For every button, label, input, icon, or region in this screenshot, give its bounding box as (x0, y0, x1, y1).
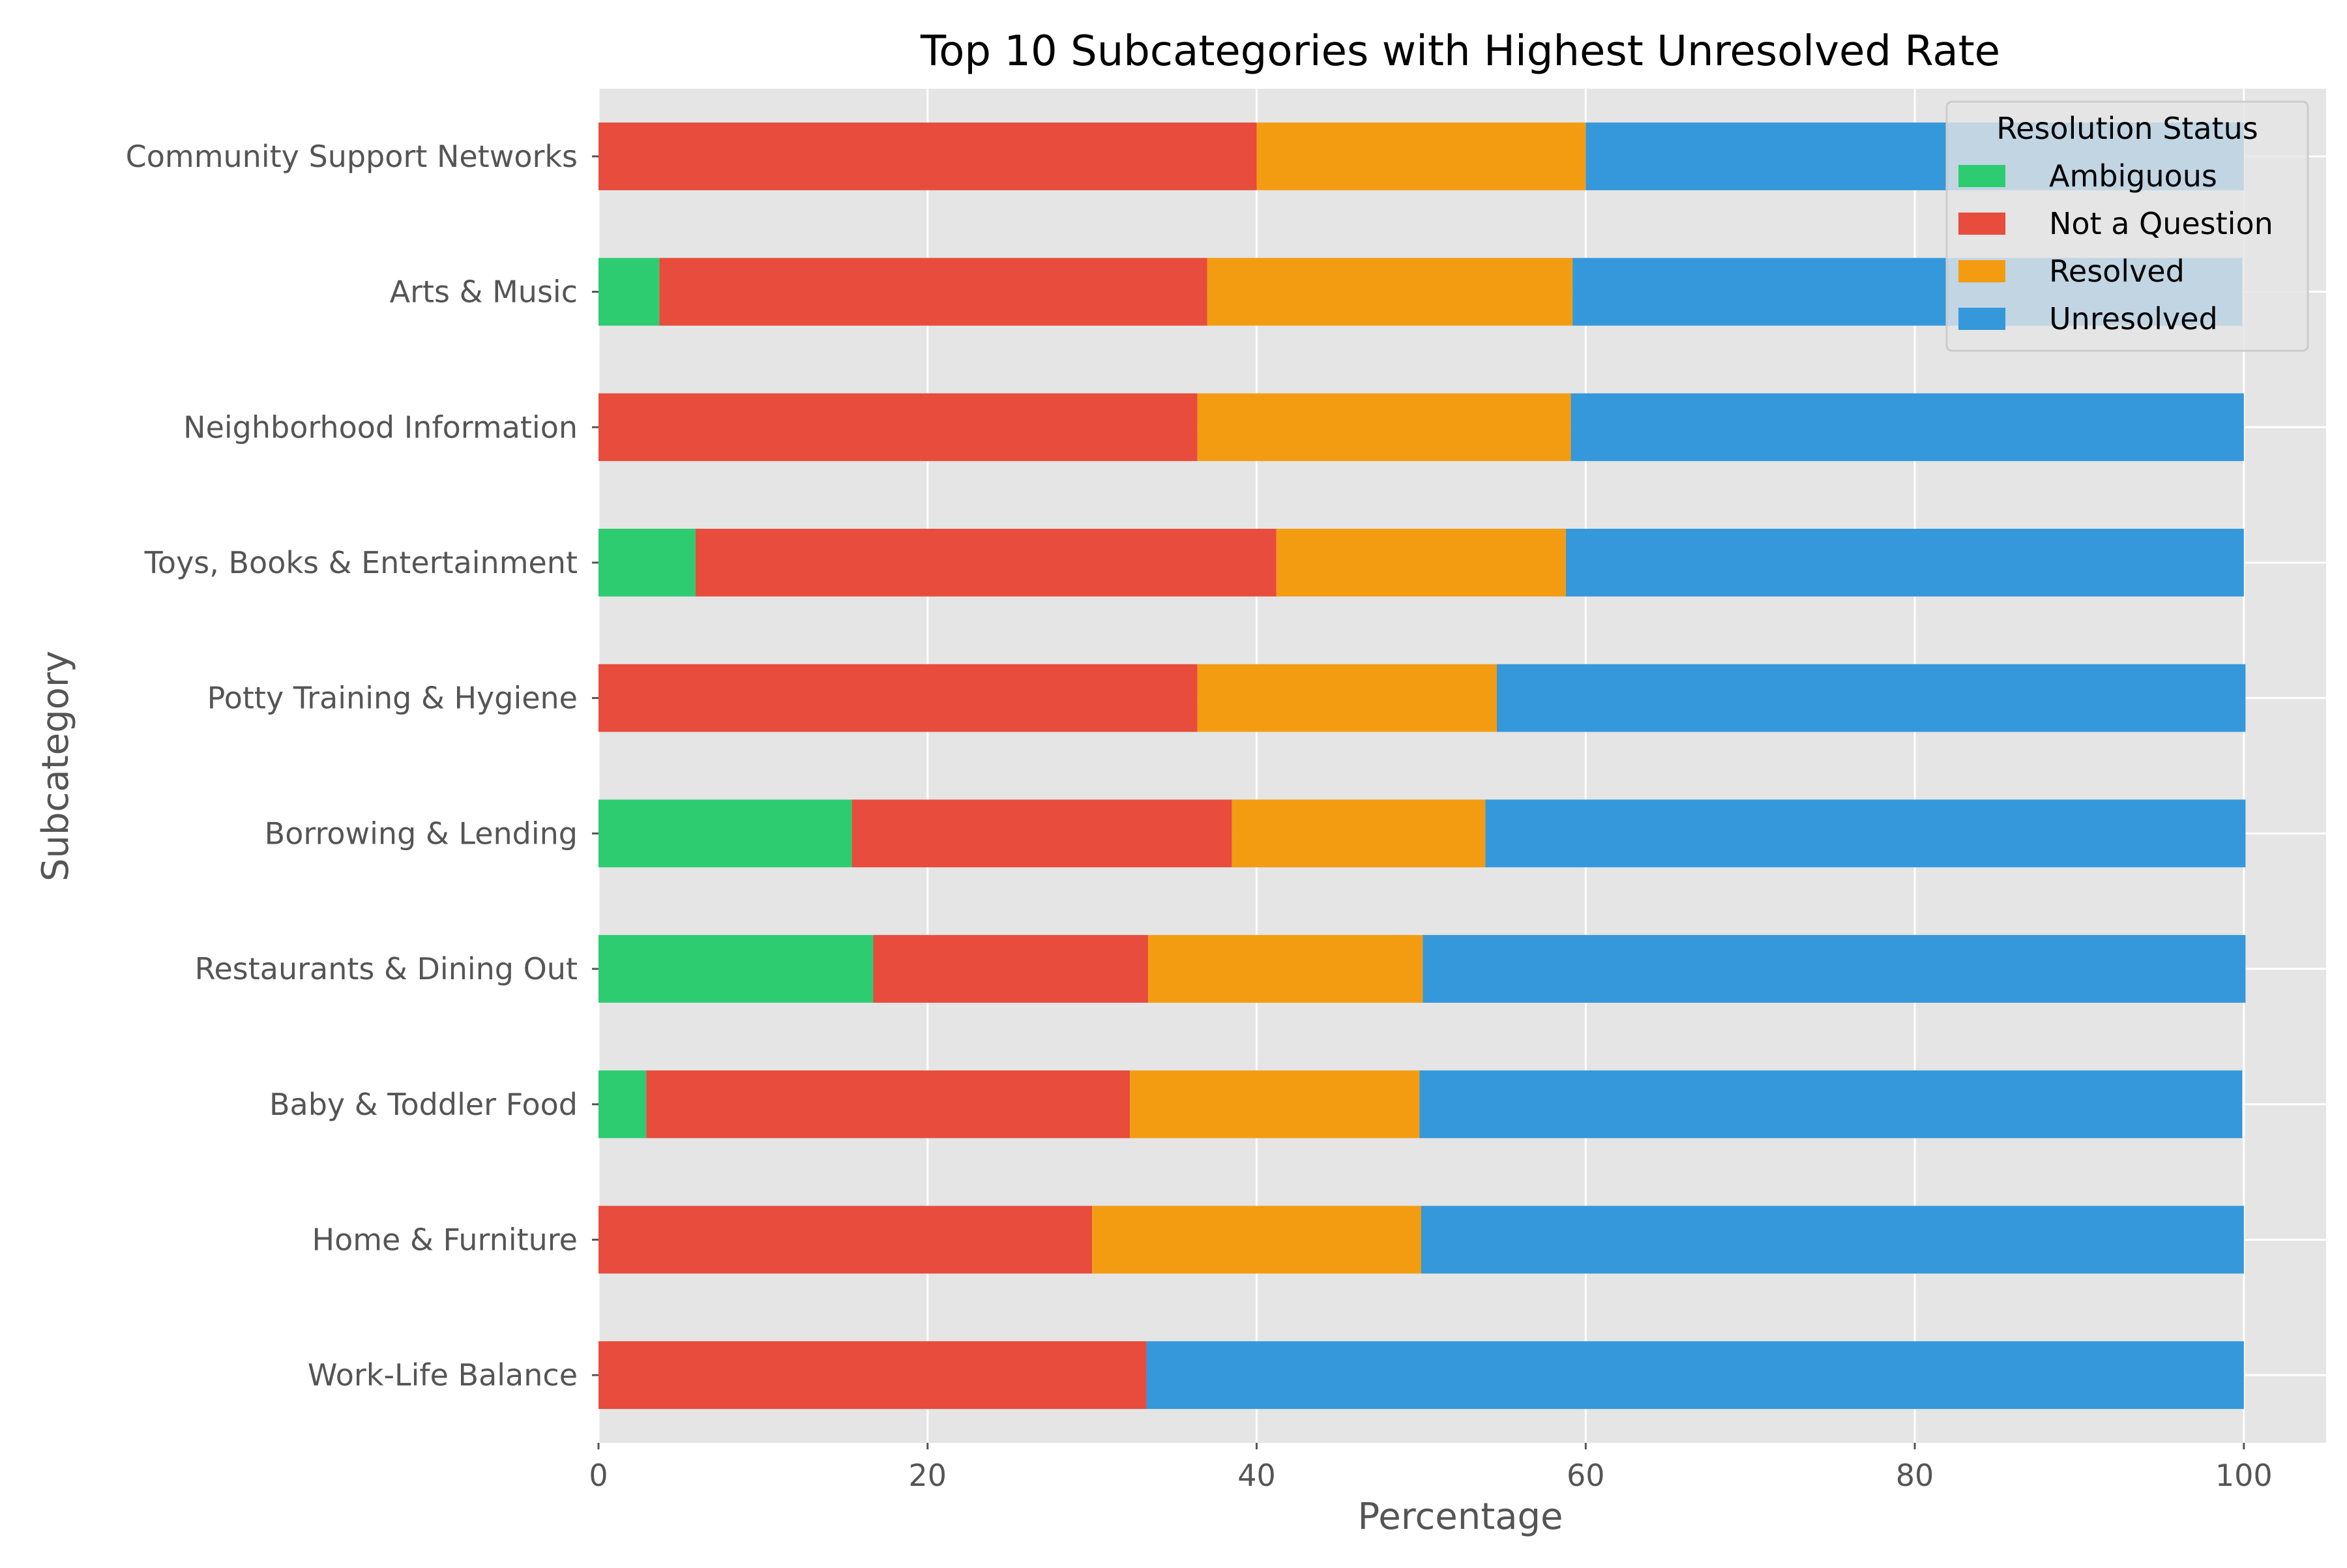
bar-segment (873, 935, 1148, 1003)
bar-segment (1497, 664, 2246, 732)
bar-segment (598, 935, 874, 1003)
legend-swatch (1958, 260, 2005, 282)
bar-segment (1146, 1341, 2244, 1410)
legend-swatch (1958, 213, 2005, 235)
legend-label: Ambiguous (2049, 158, 2217, 194)
bar-segment (1566, 529, 2244, 597)
legend-swatch (1958, 165, 2005, 187)
bar-segment (1232, 799, 1486, 868)
x-tick-label: 80 (1896, 1458, 1934, 1493)
legend: Resolution Status Ambiguous Not a Questio… (1945, 100, 2309, 352)
x-tick-label: 0 (589, 1458, 608, 1493)
bars (598, 122, 2246, 1410)
x-tick-label: 100 (2215, 1458, 2273, 1493)
legend-title: Resolution Status (1996, 111, 2258, 146)
legend-items: Ambiguous Not a Question Resolved Unresolve… (1958, 158, 2273, 336)
y-tick-label: Neighborhood Information (183, 409, 578, 445)
bar-segment (598, 1206, 1093, 1274)
x-tick-label: 40 (1237, 1458, 1276, 1493)
chart-title: Top 10 Subcategories with Highest Unreso… (920, 27, 2000, 76)
legend-label: Unresolved (2049, 301, 2218, 336)
bar-segment (1207, 258, 1573, 326)
bar-segment (695, 529, 1277, 597)
bar-segment (598, 1070, 647, 1138)
y-axis-label: Subcategory (35, 651, 77, 881)
bar-segment (1421, 1206, 2244, 1274)
bar-segment (851, 799, 1232, 868)
bar-segment (1130, 1070, 1420, 1138)
bar-segment (598, 122, 1257, 190)
x-axis-label: Percentage (1357, 1496, 1563, 1538)
bar-segment (1092, 1206, 1421, 1274)
bar-segment (598, 393, 1198, 462)
legend-label: Not a Question (2049, 206, 2273, 241)
bar-segment (1276, 529, 1566, 597)
bar-segment (598, 258, 660, 326)
y-tick-label: Borrowing & Lending (265, 816, 578, 851)
bar-segment (598, 799, 852, 868)
y-tick-label: Toys, Books & Entertainment (144, 545, 578, 580)
bar-segment (1197, 664, 1497, 732)
bar-segment (1485, 799, 2246, 868)
legend-label: Resolved (2049, 254, 2185, 289)
legend-box (1945, 100, 2309, 352)
y-tick-labels: Community Support Networks Arts & Music Ne… (126, 139, 598, 1393)
bar-segment (1197, 393, 1571, 462)
y-tick-label: Community Support Networks (126, 139, 578, 174)
x-tick-labels: 0 20 40 60 80 100 (589, 1443, 2273, 1493)
bar-segment (659, 258, 1207, 326)
y-tick-label: Potty Training & Hygiene (207, 681, 578, 716)
y-tick-label: Arts & Music (390, 274, 578, 310)
y-tick-label: Home & Furniture (312, 1222, 578, 1257)
bar-segment (1571, 393, 2244, 462)
x-tick-label: 60 (1567, 1458, 1605, 1493)
bar-segment (598, 1341, 1147, 1410)
bar-segment (1256, 122, 1586, 190)
y-tick-label: Work-Life Balance (308, 1357, 578, 1393)
y-tick-label: Baby & Toddler Food (269, 1087, 578, 1122)
bar-segment (1423, 935, 2246, 1003)
x-tick-label: 20 (908, 1458, 947, 1493)
y-tick-label: Restaurants & Dining Out (195, 951, 578, 986)
bar-segment (646, 1070, 1130, 1138)
bar-segment (598, 664, 1198, 732)
bar-segment (1147, 935, 1423, 1003)
bar-segment (1419, 1070, 2243, 1138)
legend-swatch (1958, 308, 2005, 330)
bar-segment (598, 529, 696, 597)
